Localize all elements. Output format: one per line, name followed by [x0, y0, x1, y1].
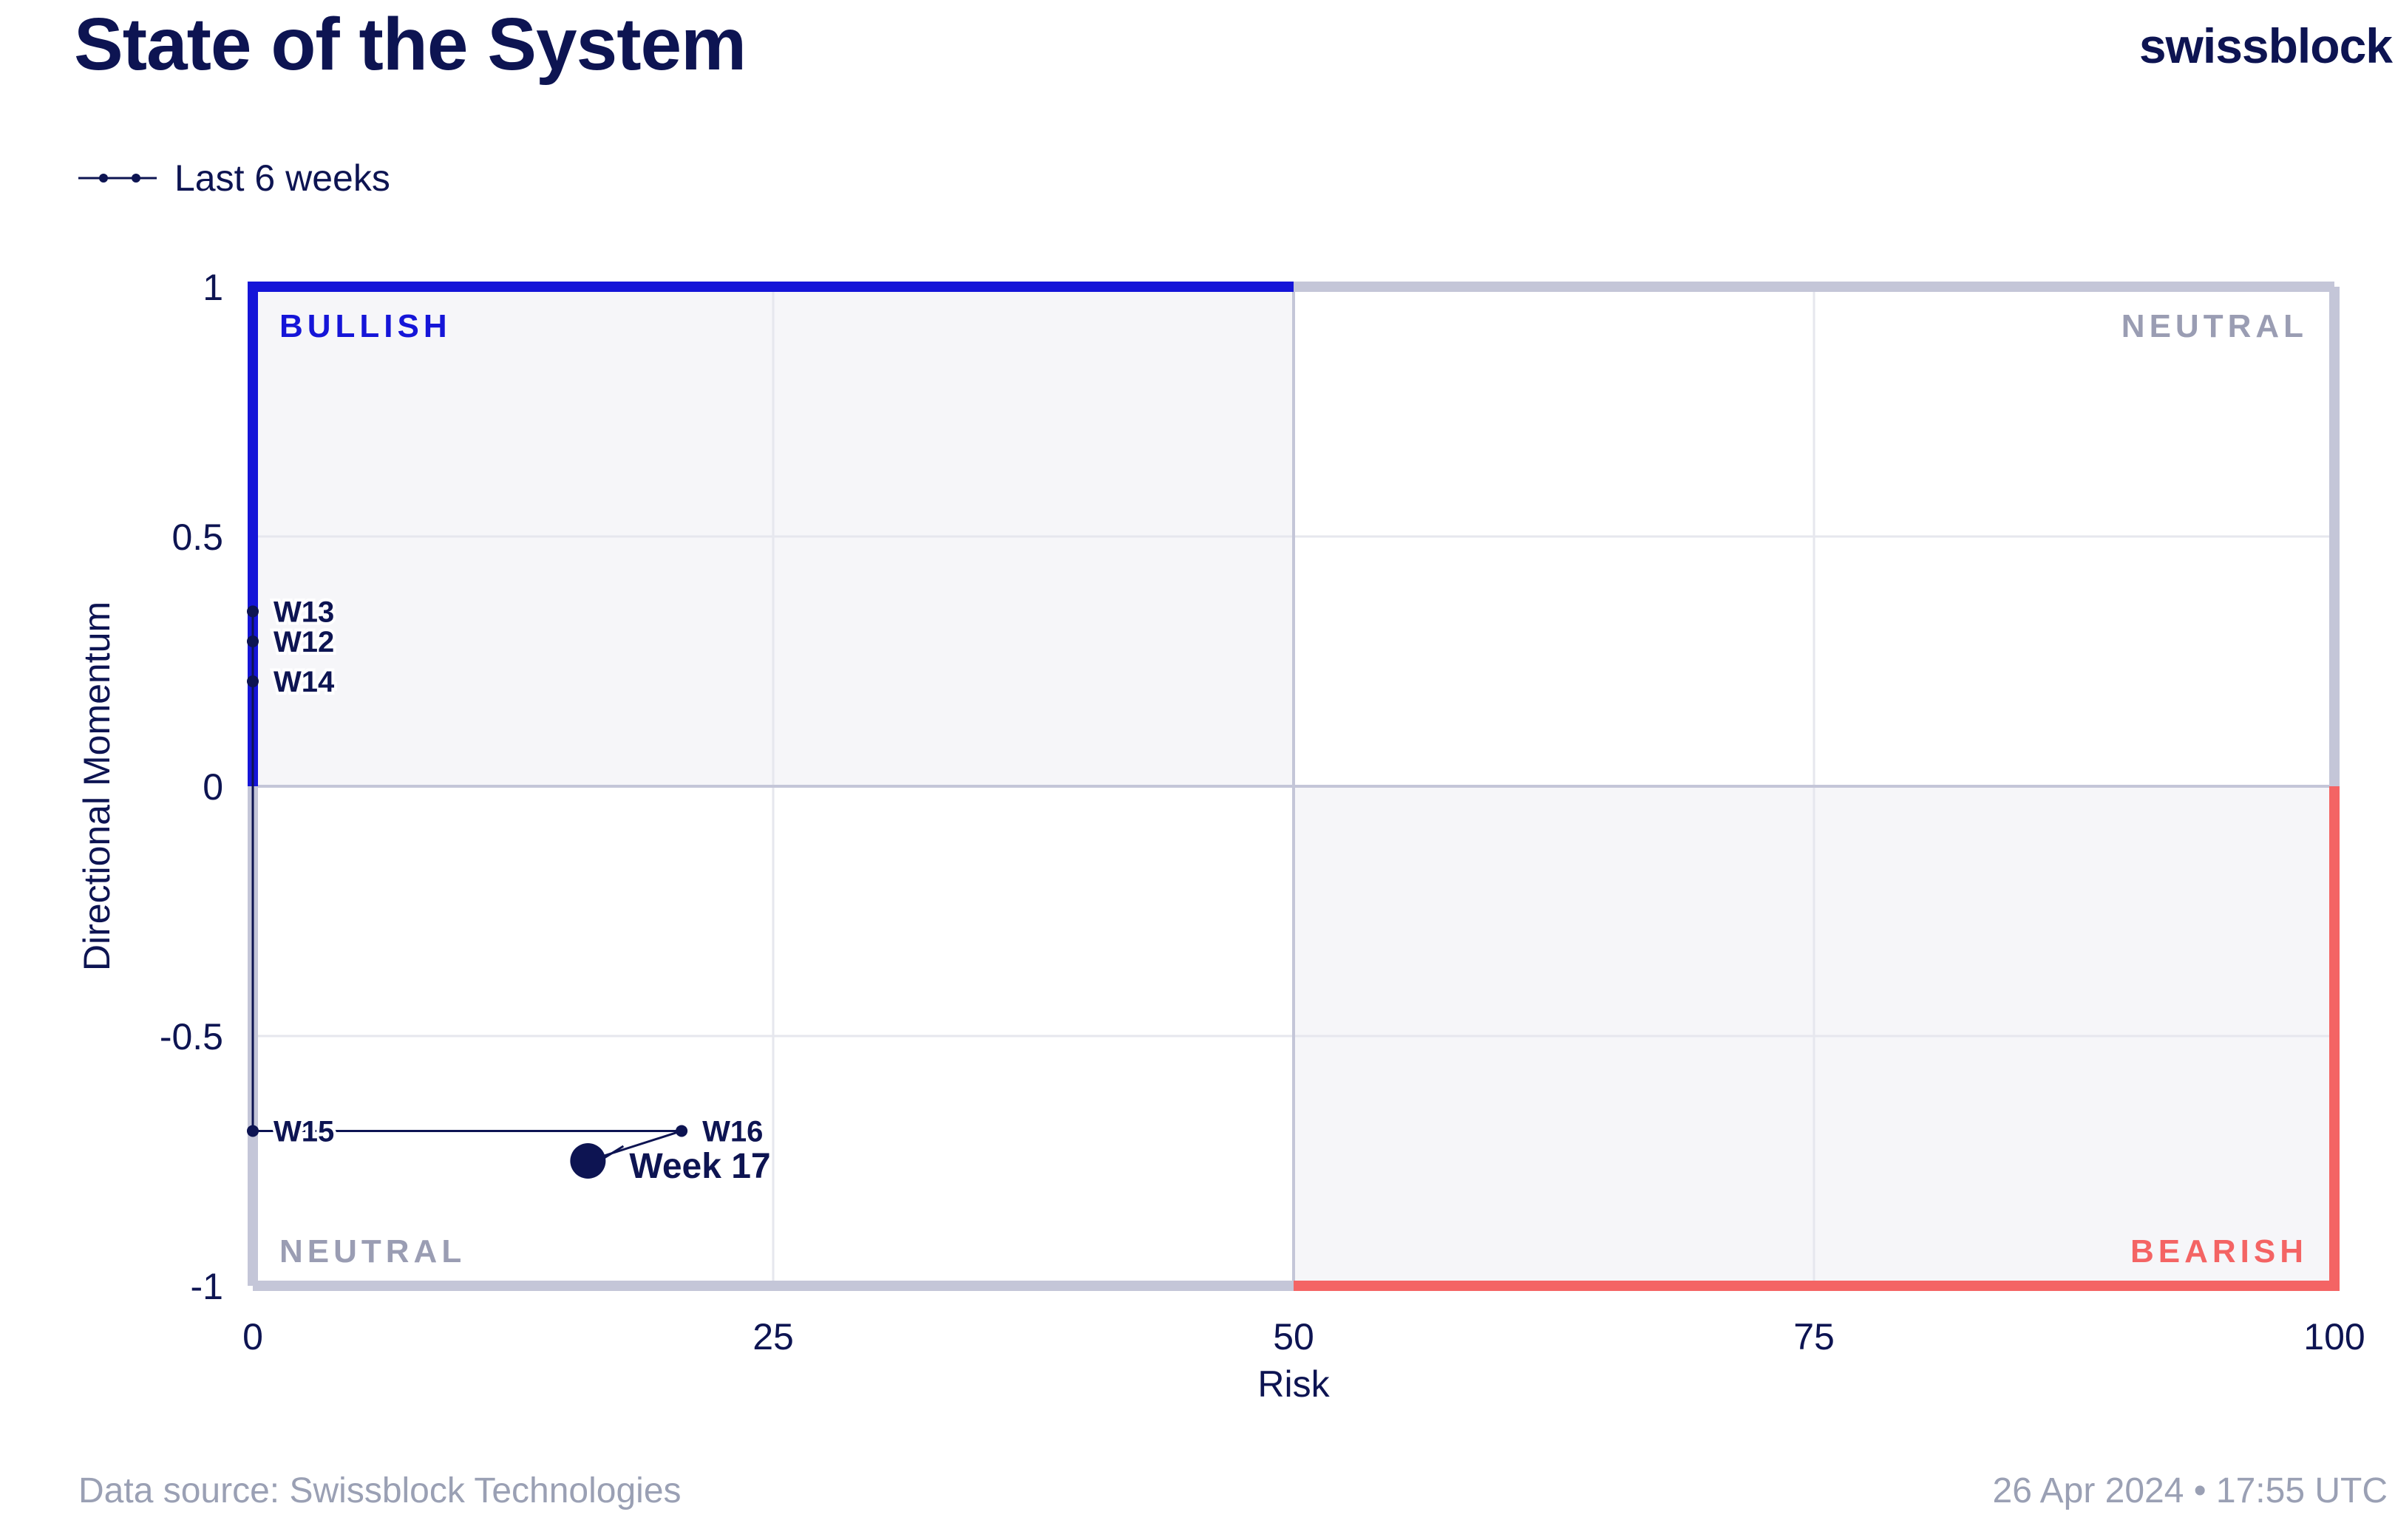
current-week-point: [570, 1143, 606, 1179]
week-label: W15: [274, 1115, 334, 1148]
current-week-label: Week 17: [629, 1147, 770, 1186]
legend-label: Last 6 weeks: [174, 157, 390, 199]
timestamp: 26 Apr 2024 • 17:55 UTC: [1992, 1471, 2388, 1510]
y-tick-label: -1: [191, 1266, 223, 1307]
chart-title: State of the System: [74, 3, 747, 86]
y-tick-label: -0.5: [160, 1016, 223, 1057]
data-source: Data source: Swissblock Technologies: [78, 1471, 682, 1510]
x-axis-label: Risk: [1257, 1363, 1330, 1405]
week-point: [247, 605, 259, 618]
y-axis-label: Directional Momentum: [76, 602, 118, 971]
week-label: W16: [702, 1115, 763, 1148]
quadrant-label-bullish: BULLISH: [279, 308, 452, 344]
x-tick-label: 25: [753, 1316, 794, 1357]
quadrant-label-neutral: NEUTRAL: [279, 1233, 466, 1270]
legend: Last 6 weeks: [77, 152, 390, 204]
x-tick-label: 0: [242, 1316, 263, 1357]
week-point: [247, 635, 259, 647]
week-point: [247, 1125, 259, 1137]
week-label: W13: [274, 596, 334, 628]
week-label: W12: [274, 626, 334, 658]
week-point: [676, 1125, 688, 1137]
brand-logo: swissblock: [2138, 18, 2393, 73]
y-tick-label: 0: [203, 766, 223, 808]
x-tick-label: 100: [2303, 1316, 2365, 1357]
point-label-leader: [603, 1145, 625, 1159]
legend-line-marker-icon: [78, 174, 157, 183]
x-tick-label: 50: [1273, 1316, 1314, 1357]
y-tick-label: 1: [203, 267, 223, 308]
y-tick-label: 0.5: [171, 517, 223, 558]
x-tick-label: 75: [1793, 1316, 1835, 1357]
quadrant-label-neutral: NEUTRAL: [2121, 308, 2308, 344]
week-label: W14: [274, 666, 335, 698]
quadrant-label-bearish: BEARISH: [2130, 1233, 2308, 1270]
week-point: [247, 675, 259, 688]
